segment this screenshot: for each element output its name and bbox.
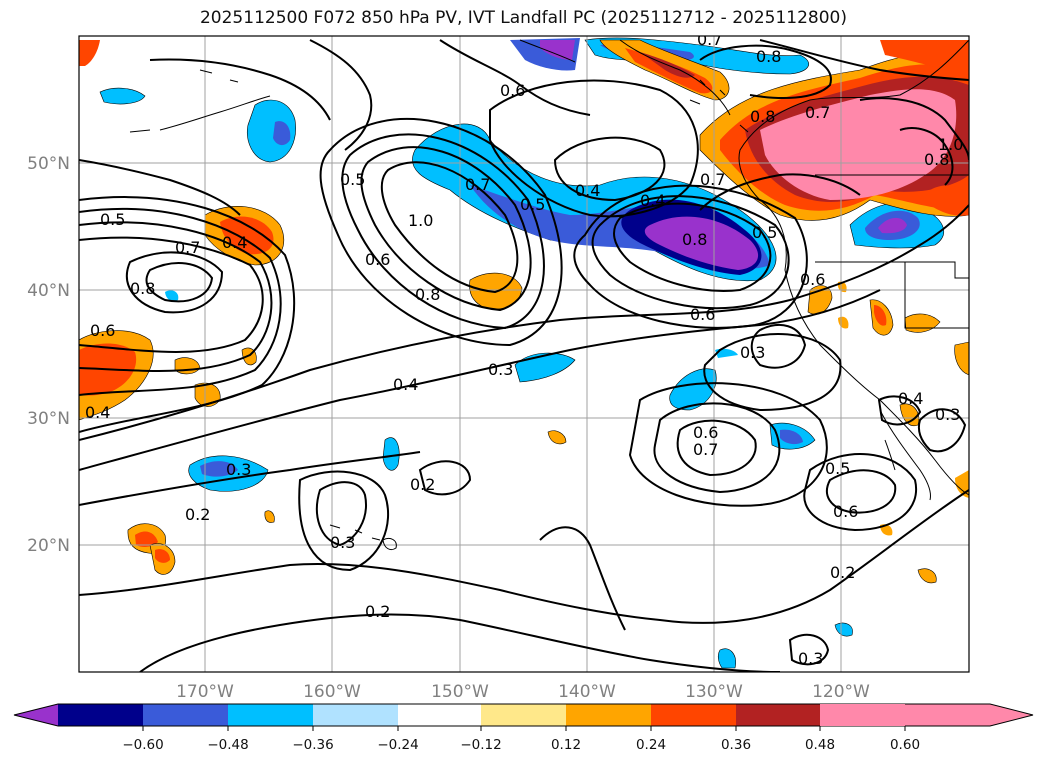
colorbar-segment (143, 704, 228, 726)
contour-label: 0.8 (682, 230, 707, 249)
lon-label-130w: 130°W (685, 682, 743, 702)
contour-label: 0.5 (825, 459, 850, 478)
contour-label: 0.3 (935, 405, 960, 424)
colorbar-segment (313, 704, 398, 726)
contour-label: 0.5 (100, 210, 125, 229)
colorbar-tick-label: −0.60 (122, 737, 163, 753)
contour-label: 0.6 (500, 81, 525, 100)
contour-label: 0.6 (365, 250, 390, 269)
plot-title: 2025112500 F072 850 hPa PV, IVT Landfall… (199, 8, 847, 28)
colorbar-tick-label: 0.60 (890, 737, 920, 753)
lat-label-30n: 30°N (27, 409, 70, 429)
lon-label-140w: 140°W (558, 682, 616, 702)
map-area: 0.6 0.8 0.5 0.7 0.4 0.8 0.6 0.4 0.7 1.0 … (79, 30, 969, 672)
lat-label-40n: 40°N (27, 281, 70, 301)
colorbar-segment (566, 704, 651, 726)
contour-label: 0.4 (222, 233, 247, 252)
colorbar-tick-label: 0.36 (721, 737, 751, 753)
colorbar-tick-label: 0.48 (805, 737, 835, 753)
contour-label: 1.0 (408, 211, 433, 230)
contour-label: 0.5 (340, 170, 365, 189)
contour-label: 0.7 (805, 103, 830, 122)
colorbar-tick-label: 0.24 (636, 737, 666, 753)
longitude-labels: 170°W 160°W 150°W 140°W 130°W 120°W (176, 682, 870, 702)
colorbar-outline (13, 703, 1034, 727)
lon-label-170w: 170°W (176, 682, 234, 702)
colorbar-segment (228, 704, 313, 726)
latitude-labels: 50°N 40°N 30°N 20°N (27, 154, 70, 556)
contour-label: 0.4 (575, 181, 600, 200)
contour-label: 0.8 (924, 150, 949, 169)
colorbar-extend-high (905, 704, 1033, 726)
lat-label-20n: 20°N (27, 536, 70, 556)
lon-label-160w: 160°W (303, 682, 361, 702)
contour-label: 0.7 (700, 170, 725, 189)
contour-label: 0.4 (640, 191, 665, 210)
contour-label: 0.4 (898, 389, 923, 408)
map-frame (78, 35, 970, 673)
contour-label: 0.7 (697, 30, 722, 49)
contour-label: 0.6 (693, 423, 718, 442)
contour-label: 0.5 (752, 223, 777, 242)
contour-label: 0.6 (800, 270, 825, 289)
contour-labels: 0.6 0.8 0.5 0.7 0.4 0.8 0.6 0.4 0.7 1.0 … (85, 30, 963, 668)
contour-label: 0.8 (415, 285, 440, 304)
contour-label: 0.2 (830, 563, 855, 582)
colorbar-segment (820, 704, 905, 726)
contour-label: 0.3 (740, 343, 765, 362)
colorbar-extend-low (14, 704, 58, 726)
colorbar-segment (736, 704, 820, 726)
contour-label: 0.3 (226, 460, 251, 479)
contour-label: 0.8 (130, 279, 155, 298)
pv-contours (79, 39, 969, 672)
contour-label: 0.7 (693, 440, 718, 459)
colorbar-segment (651, 704, 736, 726)
colorbar-tick-label: −0.48 (207, 737, 248, 753)
contour-label: 0.6 (833, 502, 858, 521)
colorbar-tick-label: −0.24 (377, 737, 418, 753)
colorbar-segment (58, 704, 143, 726)
contour-label: 0.2 (365, 602, 390, 621)
colorbar-segment (398, 704, 481, 726)
coastlines (129, 39, 969, 551)
contour-label: 0.8 (750, 107, 775, 126)
lon-label-120w: 120°W (812, 682, 870, 702)
contour-label: 0.5 (520, 195, 545, 214)
contour-label: 0.4 (85, 403, 110, 422)
contour-label: 0.3 (798, 649, 823, 668)
contour-label: 0.8 (756, 47, 781, 66)
colorbar: −0.60 −0.48 −0.36 −0.24 −0.12 0.12 0.24 … (13, 703, 1034, 753)
contour-label: 0.4 (393, 375, 418, 394)
contour-label: 0.7 (465, 175, 490, 194)
contour-label: 0.6 (690, 305, 715, 324)
lat-label-50n: 50°N (27, 154, 70, 174)
colorbar-tick-label: −0.12 (460, 737, 501, 753)
colorbar-tick-label: 0.12 (551, 737, 581, 753)
contour-label: 0.2 (185, 505, 210, 524)
contour-label: 1.0 (938, 135, 963, 154)
contour-label: 0.7 (175, 238, 200, 257)
contour-label: 0.2 (410, 475, 435, 494)
lon-label-150w: 150°W (431, 682, 489, 702)
contour-label: 0.3 (330, 533, 355, 552)
colorbar-segment (481, 704, 566, 726)
contour-label: 0.6 (90, 321, 115, 340)
contour-label: 0.3 (488, 360, 513, 379)
colorbar-tick-label: −0.36 (292, 737, 333, 753)
